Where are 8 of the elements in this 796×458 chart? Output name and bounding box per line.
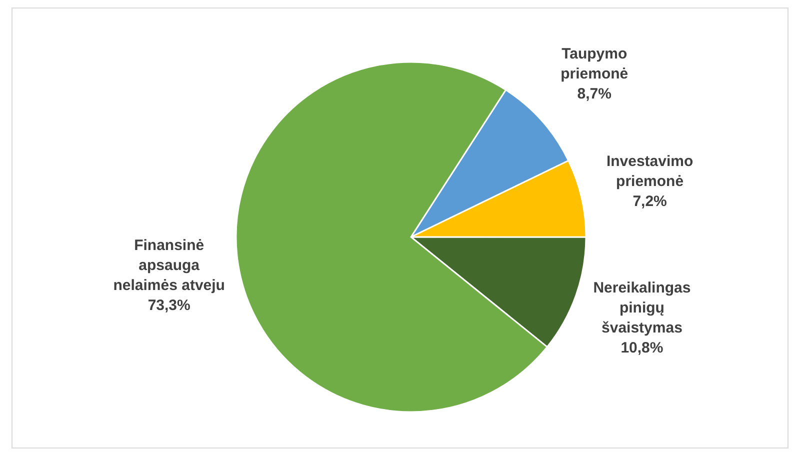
data-label: 7,2% xyxy=(632,193,667,210)
slice-label: Taupymo priemonė xyxy=(560,46,628,82)
data-label: 73,3% xyxy=(148,296,190,314)
data-label: 8,7% xyxy=(577,86,612,102)
slice-label: Investavimo priemonė xyxy=(606,153,694,190)
slice-label: Nereikalingas pinigų švaistymas xyxy=(593,280,691,337)
slice-label: Finansinė apsauga nelaimės atveju xyxy=(113,236,225,294)
data-label: 10,8% xyxy=(620,340,664,357)
